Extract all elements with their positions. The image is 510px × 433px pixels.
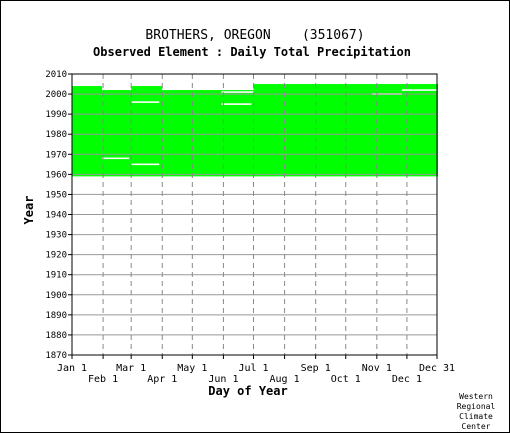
wrcc-credit: Western Regional Climate Center <box>457 392 496 431</box>
credit-line-3: Climate <box>459 412 493 421</box>
x-tick-label-jul-1: Jul 1 <box>238 363 268 374</box>
y-tick-label-1970: 1970 <box>45 150 67 160</box>
credit-line-1: Western <box>459 392 493 401</box>
missing-gap-1 <box>102 157 130 160</box>
coverage-block-1 <box>72 90 439 177</box>
data-coverage <box>72 84 439 177</box>
credit-line-2: Regional <box>457 402 496 411</box>
y-tick-label-2010: 2010 <box>45 70 67 80</box>
x-tick-label-apr-1: Apr 1 <box>147 374 177 385</box>
coverage-block-2 <box>72 86 103 91</box>
x-tick-label-dec-31: Dec 31 <box>419 363 455 374</box>
y-tick-label-1870: 1870 <box>45 351 67 361</box>
missing-gap-3 <box>131 101 160 103</box>
x-tick-label-dec-1: Dec 1 <box>392 374 422 385</box>
chart-subtitle: Observed Element : Daily Total Precipita… <box>93 45 411 59</box>
x-tick-label-oct-1: Oct 1 <box>331 374 361 385</box>
x-tick-label-jun-1: Jun 1 <box>208 374 238 385</box>
x-tick-label-may-1: May 1 <box>177 363 207 374</box>
missing-gap-7 <box>401 89 437 91</box>
credit-line-4: Center <box>462 422 491 431</box>
y-tick-label-1940: 1940 <box>45 211 67 221</box>
y-tick-label-1880: 1880 <box>45 331 67 341</box>
y-tick-label-1980: 1980 <box>45 130 67 140</box>
y-tick-label-1920: 1920 <box>45 251 67 261</box>
y-tick-label-1910: 1910 <box>45 271 67 281</box>
x-tick-label-jan-1: Jan 1 <box>57 363 87 374</box>
x-axis-label: Day of Year <box>208 384 287 398</box>
missing-gap-2 <box>131 163 160 166</box>
axes: 1870 1880 1890 1900 1910 1920 1930 1940 1950 1960… <box>45 70 455 385</box>
grid-lines <box>72 74 437 355</box>
y-tick-label-1990: 1990 <box>45 110 67 120</box>
x-tick-label-nov-1: Nov 1 <box>362 363 392 374</box>
missing-gap-5 <box>221 91 254 93</box>
chart-title: BROTHERS, OREGON (351067) <box>145 28 364 43</box>
coverage-block-3 <box>131 86 163 91</box>
y-axis-label: Year <box>22 196 36 225</box>
y-tick-label-1900: 1900 <box>45 291 67 301</box>
x-tick-label-sep-1: Sep 1 <box>301 363 331 374</box>
y-tick-label-2000: 2000 <box>45 90 67 100</box>
y-tick-label-1890: 1890 <box>45 311 67 321</box>
y-tick-label-1960: 1960 <box>45 170 67 180</box>
y-tick-label-1950: 1950 <box>45 190 67 200</box>
missing-gap-4 <box>221 103 252 105</box>
x-tick-label-aug-1: Aug 1 <box>270 374 300 385</box>
y-tick-label-1930: 1930 <box>45 231 67 241</box>
x-tick-label-mar-1: Mar 1 <box>116 363 146 374</box>
x-tick-label-feb-1: Feb 1 <box>88 374 118 385</box>
